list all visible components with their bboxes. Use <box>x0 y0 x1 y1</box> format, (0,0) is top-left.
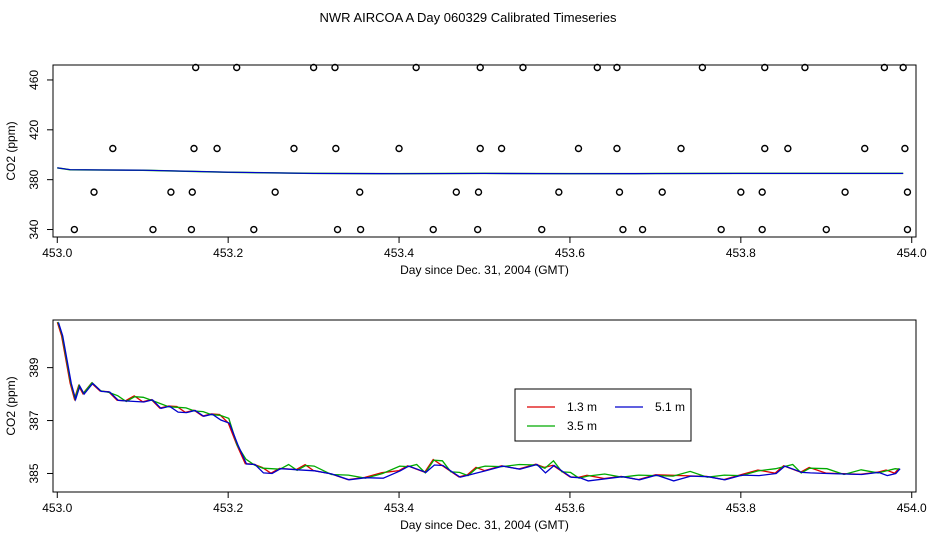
panel1-scatter-point <box>474 188 483 196</box>
panel1-x-tick-label: 453.4 <box>384 246 414 260</box>
panel1-scatter-point <box>619 225 627 234</box>
panel2-series-line-35m <box>57 321 900 479</box>
panel2-x-tick-label: 453.0 <box>42 501 72 515</box>
panel1-scatter-point <box>613 63 621 72</box>
panel1-scatter-point <box>356 188 364 196</box>
panel1-x-tick-label: 453.6 <box>555 246 585 260</box>
panel1-scatter-point <box>574 144 583 153</box>
panel1-scatter-point <box>90 188 98 196</box>
panel1-scatter-point <box>149 225 157 234</box>
panel1-scatter-point <box>190 144 198 153</box>
panel1-scatter-point <box>332 144 340 153</box>
panel1-scatter-point <box>476 144 484 153</box>
panel1-scatter-point <box>615 188 624 196</box>
panel1-scatter-point <box>290 144 298 153</box>
panel1-y-tick-label: 420 <box>27 119 41 139</box>
panel1-scatter-point <box>233 63 241 72</box>
panel1-scatter-point <box>899 63 907 72</box>
panel1-scatter-point <box>903 225 912 234</box>
panel1-scatter-point <box>698 63 707 72</box>
panel1-scatter-point <box>412 63 420 72</box>
panel1-scatter-point <box>70 225 79 234</box>
panel1-scatter-point <box>271 188 279 196</box>
panel1-scatter-point <box>903 188 912 196</box>
panel1-scatter-point <box>761 63 769 72</box>
panel1-scatter-point <box>677 144 685 153</box>
panel1-scatter-point <box>822 225 830 234</box>
panel2-x-tick-label: 454.0 <box>897 501 927 515</box>
panel1-scatter-point <box>250 225 258 234</box>
panel1-scatter-point <box>187 225 196 234</box>
panel1-scatter-point <box>737 188 745 196</box>
panel1-scatter-point <box>333 225 342 234</box>
panel2-x-tick-label: 453.8 <box>726 501 756 515</box>
panel2-x-tick-label: 453.2 <box>213 501 243 515</box>
panel1-scatter-point <box>761 144 769 153</box>
panel1-scatter-point <box>555 188 563 196</box>
panel1-scatter-point <box>758 188 766 196</box>
panel2-x-tick-label: 453.4 <box>384 501 414 515</box>
panel2-y-tick-label: 389 <box>27 357 41 377</box>
panel2-plot-frame <box>52 319 917 493</box>
panel1-scatter-point <box>880 63 889 72</box>
panel1-scatter-point <box>473 225 482 234</box>
panel1-scatter-point <box>613 144 621 153</box>
panel2-series-line-51m <box>57 322 901 482</box>
panel1-scatter-point <box>167 188 175 196</box>
panel1-x-axis-label: Day since Dec. 31, 2004 (GMT) <box>400 263 569 277</box>
legend-box <box>514 388 692 442</box>
panel1-y-tick-label: 380 <box>27 169 41 189</box>
panel1-x-tick-label: 454.0 <box>897 246 927 260</box>
panel1-scatter-point <box>841 188 849 196</box>
panel1-x-tick-label: 453.8 <box>726 246 756 260</box>
panel1-scatter-point <box>476 63 484 72</box>
panel1-scatter-point <box>758 225 766 234</box>
panel1-scatter-point <box>801 63 809 72</box>
panel1-scatter-point <box>213 144 221 153</box>
panel1-scatter-point <box>658 188 666 196</box>
legend-label: 1.3 m <box>567 400 597 414</box>
panel1-scatter-point <box>593 63 601 72</box>
panel1-y-tick-label: 460 <box>27 70 41 90</box>
panel1-scatter-point <box>331 63 339 72</box>
panel1-scatter-point <box>861 144 869 153</box>
panel1-scatter-point <box>188 188 196 196</box>
panel1-scatter-point <box>309 63 318 72</box>
panel1-scatter-point <box>429 225 437 234</box>
panel1-scatter-point <box>109 144 117 153</box>
panel1-scatter-point <box>717 225 725 234</box>
panel1-scatter-point <box>395 144 403 153</box>
panel1-scatter-point <box>784 144 792 153</box>
panel1-scatter-point <box>497 144 506 153</box>
panel1-scatter-point <box>452 188 461 196</box>
panel2-y-tick-label: 387 <box>27 410 41 430</box>
panel1-plot-frame <box>52 64 917 238</box>
panel1-scatter-point <box>638 225 647 234</box>
legend-label: 5.1 m <box>655 400 685 414</box>
panel1-y-axis-label: CO2 (ppm) <box>4 121 18 180</box>
panel2-x-tick-label: 453.6 <box>555 501 585 515</box>
panel1-x-tick-label: 453.0 <box>42 246 72 260</box>
legend-label: 3.5 m <box>567 419 597 433</box>
panel2-y-tick-label: 385 <box>27 463 41 483</box>
panel1-scatter-point <box>191 63 200 72</box>
panel1-x-tick-label: 453.2 <box>213 246 243 260</box>
panel1-scatter-point <box>356 225 365 234</box>
panel2-series-line-13m <box>56 322 900 481</box>
panel1-scatter-point <box>519 63 527 72</box>
panel1-scatter-point <box>538 225 546 234</box>
panel1-y-tick-label: 340 <box>27 219 41 239</box>
chart-title: NWR AIRCOA A Day 060329 Calibrated Times… <box>319 10 617 25</box>
panel1-series-line-blue <box>57 167 904 175</box>
panel1-scatter-point <box>901 144 909 153</box>
panel2-y-axis-label: CO2 (ppm) <box>4 376 18 435</box>
panel2-x-axis-label: Day since Dec. 31, 2004 (GMT) <box>400 518 569 532</box>
